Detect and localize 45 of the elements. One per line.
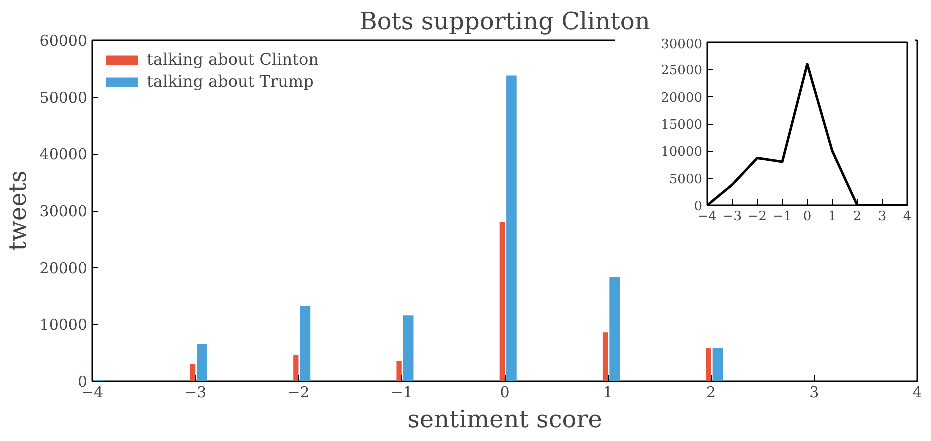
bar [602, 332, 608, 382]
y-axis-title: tweets [4, 170, 32, 252]
bar [610, 277, 620, 382]
x-tick-label: −2 [288, 384, 310, 402]
x-tick-label: 4 [903, 210, 912, 224]
y-tick-label: 25000 [661, 64, 703, 79]
x-tick-label: 0 [803, 210, 812, 224]
bar [403, 316, 414, 382]
y-tick-label: 50000 [40, 88, 88, 107]
legend-label: talking about Trump [147, 72, 314, 91]
bar [190, 364, 196, 382]
bar [396, 361, 402, 382]
bar [500, 222, 505, 382]
x-tick-label: −3 [184, 384, 207, 402]
y-tick-label: 15000 [661, 118, 703, 133]
x-tick-label: 2 [706, 384, 716, 402]
bar [706, 348, 712, 382]
x-tick-label: 2 [853, 210, 862, 224]
x-axis-title: sentiment score [408, 406, 602, 434]
y-tick-label: 30000 [40, 202, 88, 220]
chart-title: Bots supporting Clinton [360, 8, 650, 36]
x-tick-label: 1 [828, 210, 837, 224]
x-tick-label: −1 [390, 384, 413, 402]
y-tick-label: 30000 [661, 38, 703, 52]
x-tick-label: 1 [603, 384, 613, 402]
x-tick-label: 3 [810, 384, 820, 402]
y-tick-label: 5000 [669, 172, 703, 188]
y-tick-label: 20000 [40, 259, 88, 278]
x-tick-label: −1 [772, 210, 792, 224]
y-tick-label: 40000 [40, 146, 88, 164]
bar [294, 355, 299, 382]
bar [506, 76, 517, 382]
bar [300, 306, 311, 382]
x-tick-label: 0 [500, 384, 510, 402]
bar [197, 344, 208, 382]
x-tick-label: 4 [912, 384, 922, 402]
x-tick-label: −3 [722, 210, 742, 224]
y-tick-label: 10000 [40, 316, 88, 334]
y-tick-label: 20000 [661, 90, 703, 106]
legend-label: talking about Clinton [147, 50, 319, 69]
x-tick-label: −2 [748, 210, 768, 224]
y-tick-label: 60000 [40, 32, 88, 50]
bar [712, 348, 724, 382]
x-tick-label: 3 [878, 210, 887, 224]
y-tick-label: 10000 [661, 145, 703, 160]
